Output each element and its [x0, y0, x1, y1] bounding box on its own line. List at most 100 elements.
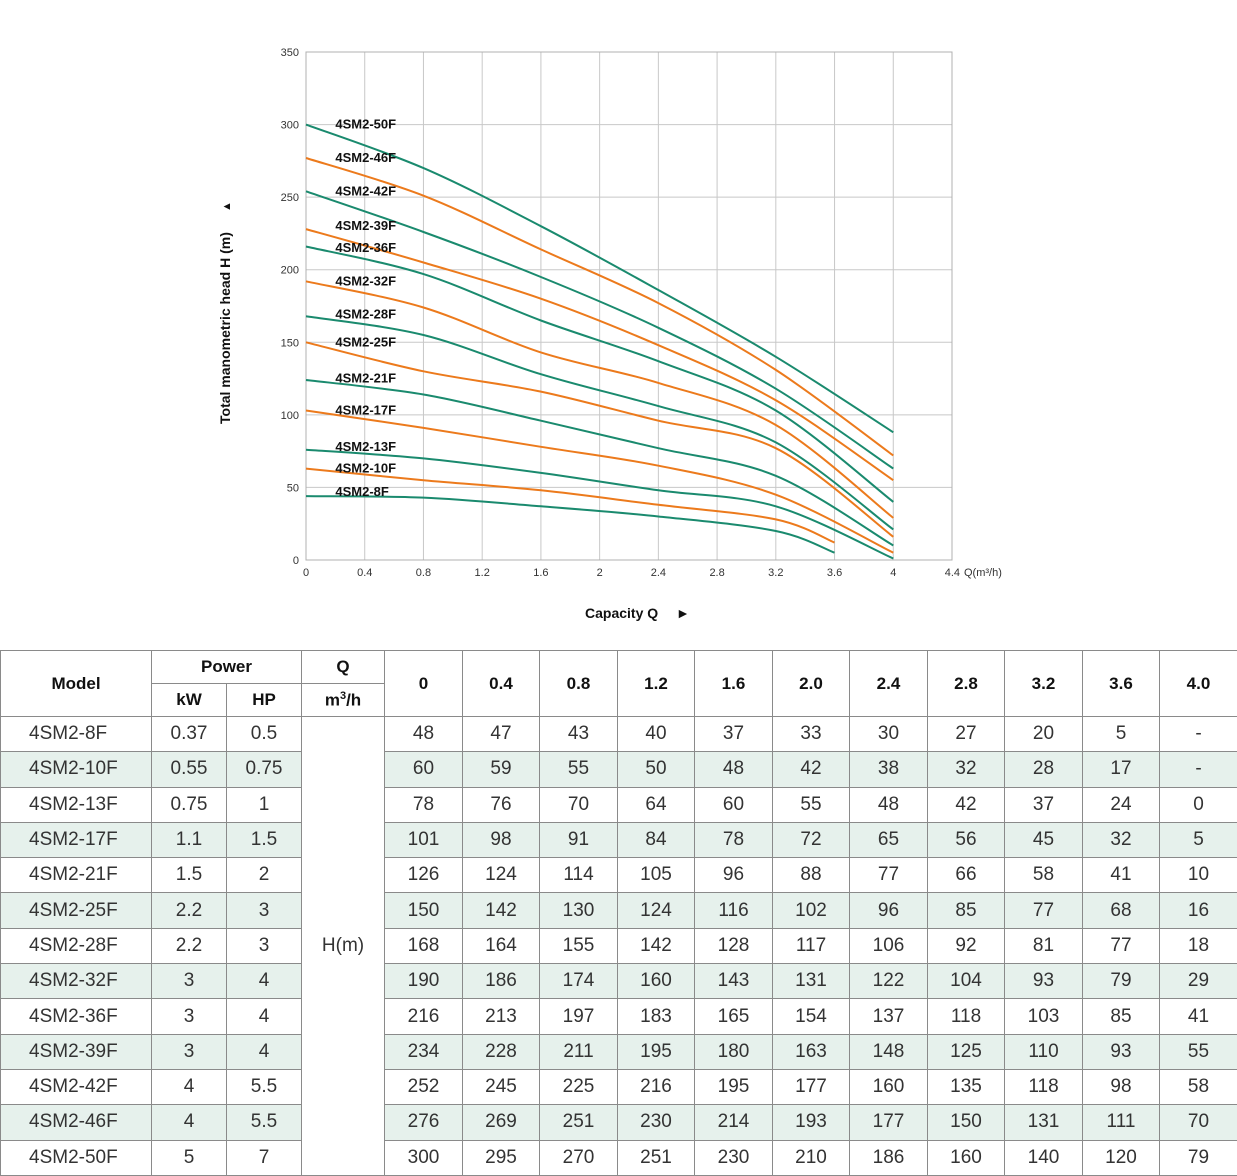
- curve-4sm2-10f: [306, 469, 835, 543]
- head-value-cell: 228: [463, 1034, 540, 1069]
- head-value-cell: 114: [540, 858, 618, 893]
- head-value-cell: 56: [928, 822, 1005, 857]
- head-value-cell: 29: [1160, 964, 1237, 999]
- y-tick-label: 100: [281, 410, 299, 422]
- head-value-cell: 68: [1083, 893, 1160, 928]
- model-cell: 4SM2-21F: [1, 858, 152, 893]
- model-cell: 4SM2-36F: [1, 999, 152, 1034]
- head-value-cell: 120: [1083, 1140, 1160, 1175]
- head-value-cell: 148: [850, 1034, 928, 1069]
- x-tick-label: 2.4: [651, 567, 666, 579]
- head-unit-cell: H(m): [302, 717, 385, 1176]
- kw-cell: 2.2: [152, 893, 227, 928]
- hp-cell: 4: [227, 964, 302, 999]
- head-value-cell: 252: [385, 1069, 463, 1104]
- head-value-cell: 88: [773, 858, 850, 893]
- y-axis-title: Total manometric head H (m): [217, 232, 233, 424]
- head-value-cell: 78: [695, 822, 773, 857]
- head-value-cell: 78: [385, 787, 463, 822]
- kw-cell: 2.2: [152, 928, 227, 963]
- head-value-cell: 104: [928, 964, 1005, 999]
- head-value-cell: 48: [385, 717, 463, 752]
- head-value-cell: 59: [463, 752, 540, 787]
- y-tick-label: 150: [281, 337, 299, 349]
- head-value-cell: 32: [1083, 822, 1160, 857]
- chart-curve-labels: 4SM2-50F4SM2-46F4SM2-42F4SM2-39F4SM2-36F…: [335, 117, 396, 499]
- head-value-cell: 27: [928, 717, 1005, 752]
- head-value-cell: 110: [1005, 1034, 1083, 1069]
- kw-cell: 4: [152, 1105, 227, 1140]
- head-value-cell: 42: [928, 787, 1005, 822]
- head-value-cell: 118: [1005, 1069, 1083, 1104]
- head-value-cell: 155: [540, 928, 618, 963]
- hp-cell: 3: [227, 928, 302, 963]
- kw-cell: 4: [152, 1069, 227, 1104]
- header-flow: 3.2: [1005, 651, 1083, 717]
- head-value-cell: 50: [618, 752, 695, 787]
- head-value-cell: 160: [618, 964, 695, 999]
- head-value-cell: 193: [773, 1105, 850, 1140]
- head-value-cell: 84: [618, 822, 695, 857]
- head-value-cell: 211: [540, 1034, 618, 1069]
- head-value-cell: 58: [1005, 858, 1083, 893]
- head-value-cell: 16: [1160, 893, 1237, 928]
- head-value-cell: 55: [540, 752, 618, 787]
- head-value-cell: 195: [618, 1034, 695, 1069]
- head-value-cell: 55: [1160, 1034, 1237, 1069]
- kw-cell: 3: [152, 999, 227, 1034]
- curve-label: 4SM2-32F: [335, 273, 396, 288]
- head-value-cell: 48: [695, 752, 773, 787]
- head-value-cell: 245: [463, 1069, 540, 1104]
- curve-label: 4SM2-50F: [335, 117, 396, 132]
- head-value-cell: 24: [1083, 787, 1160, 822]
- header-flow: 1.6: [695, 651, 773, 717]
- head-value-cell: 93: [1005, 964, 1083, 999]
- head-value-cell: 300: [385, 1140, 463, 1175]
- hp-cell: 1: [227, 787, 302, 822]
- head-value-cell: 163: [773, 1034, 850, 1069]
- head-value-cell: 234: [385, 1034, 463, 1069]
- head-value-cell: 33: [773, 717, 850, 752]
- head-value-cell: 98: [463, 822, 540, 857]
- curve-label: 4SM2-8F: [335, 484, 389, 499]
- x-tick-label: 3.6: [827, 567, 842, 579]
- hp-cell: 0.5: [227, 717, 302, 752]
- x-tick-label: 2.8: [709, 567, 724, 579]
- head-value-cell: 177: [773, 1069, 850, 1104]
- header-flow: 1.2: [618, 651, 695, 717]
- head-value-cell: 168: [385, 928, 463, 963]
- head-value-cell: 131: [773, 964, 850, 999]
- head-value-cell: 64: [618, 787, 695, 822]
- head-value-cell: 143: [695, 964, 773, 999]
- head-value-cell: 140: [1005, 1140, 1083, 1175]
- head-value-cell: 270: [540, 1140, 618, 1175]
- head-value-cell: 251: [618, 1140, 695, 1175]
- model-cell: 4SM2-28F: [1, 928, 152, 963]
- head-value-cell: 137: [850, 999, 928, 1034]
- kw-cell: 1.5: [152, 858, 227, 893]
- head-value-cell: 216: [618, 1069, 695, 1104]
- header-flow: 3.6: [1083, 651, 1160, 717]
- head-value-cell: 197: [540, 999, 618, 1034]
- model-cell: 4SM2-39F: [1, 1034, 152, 1069]
- head-value-cell: 102: [773, 893, 850, 928]
- model-cell: 4SM2-32F: [1, 964, 152, 999]
- head-value-cell: 32: [928, 752, 1005, 787]
- y-tick-label: 350: [281, 47, 299, 59]
- curve-label: 4SM2-10F: [335, 461, 396, 476]
- head-value-cell: 5: [1083, 717, 1160, 752]
- head-value-cell: 216: [385, 999, 463, 1034]
- head-value-cell: 190: [385, 964, 463, 999]
- model-cell: 4SM2-50F: [1, 1140, 152, 1175]
- header-flow: 0.4: [463, 651, 540, 717]
- head-value-cell: 106: [850, 928, 928, 963]
- model-cell: 4SM2-25F: [1, 893, 152, 928]
- head-value-cell: 77: [850, 858, 928, 893]
- head-value-cell: 142: [618, 928, 695, 963]
